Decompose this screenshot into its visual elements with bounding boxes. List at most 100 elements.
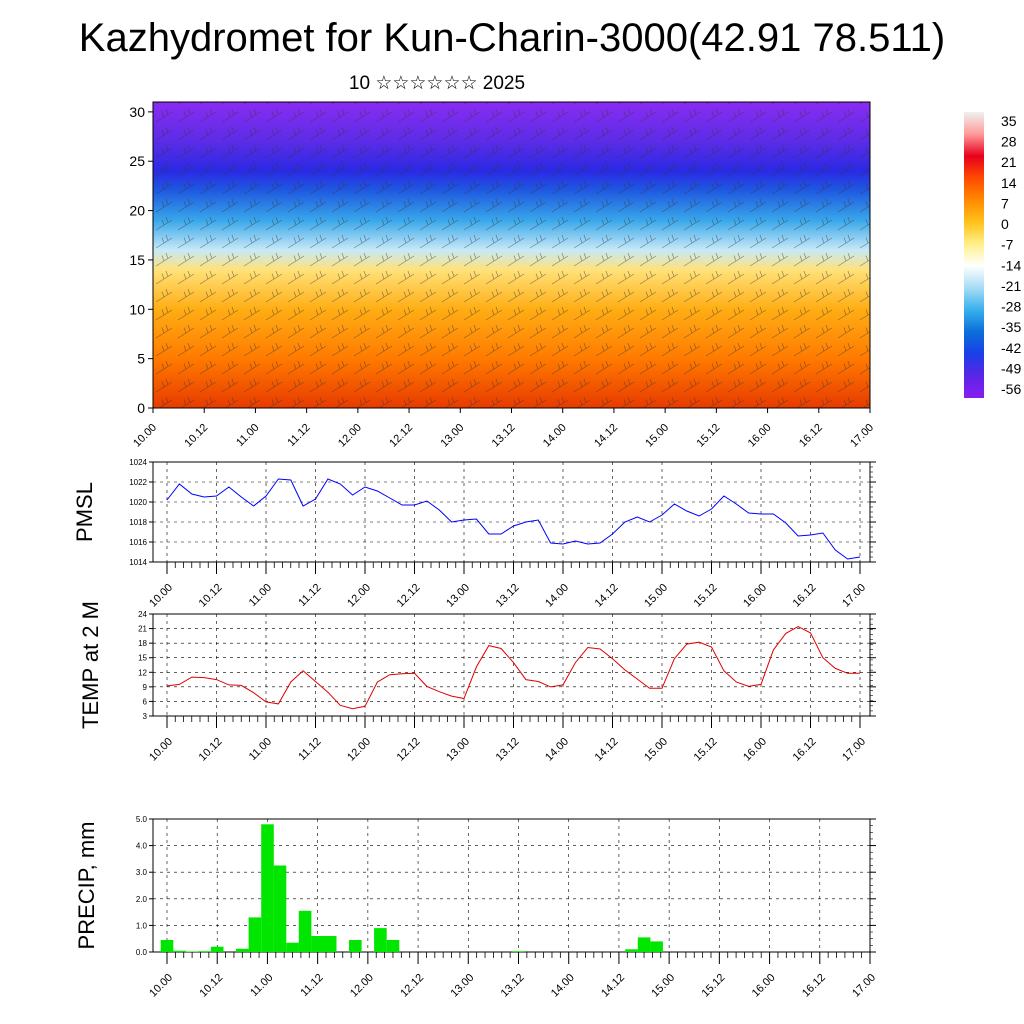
y-tick-label: 10 (129, 301, 145, 317)
x-tick-label: 14.12 (593, 736, 621, 764)
x-tick-label: 11.12 (298, 972, 325, 999)
x-tick-label: 13.12 (494, 736, 522, 764)
y-tick-label: 0 (137, 400, 145, 416)
x-tick-label: 12.00 (345, 736, 373, 764)
colorbar-label: 0 (1001, 216, 1009, 232)
colorbar-bar (964, 112, 984, 398)
wind-barbs (153, 102, 870, 408)
y-tick-label: 0.0 (136, 948, 148, 957)
x-tick-label: 12.12 (387, 422, 415, 450)
x-tick-label: 11.12 (285, 422, 312, 449)
x-tick-label: 10.00 (147, 972, 175, 1000)
x-tick-label: 13.00 (444, 582, 472, 610)
x-tick-label: 15.00 (649, 972, 677, 1000)
y-tick-label: 18 (138, 639, 147, 648)
colorbar-label: -56 (1001, 381, 1021, 397)
x-tick-label: 16.12 (791, 582, 819, 610)
x-tick-label: 12.12 (398, 972, 426, 1000)
colorbar-label: -14 (1001, 257, 1021, 273)
x-tick-label: 16.00 (750, 972, 778, 1000)
precip-bar (248, 917, 262, 952)
x-tick-label: 12.00 (348, 972, 376, 1000)
x-tick-label: 15.12 (692, 736, 720, 764)
x-tick-label: 11.00 (247, 582, 274, 609)
precip-bar (374, 928, 387, 952)
precip-bar (512, 951, 525, 952)
y-tick-label: 24 (138, 610, 147, 619)
pmsl-panel: 1014 1016 1018 1020 1022 1024 10.00 10.12 11.00 1… (72, 458, 876, 610)
x-tick-label: 15.12 (692, 582, 720, 610)
y-axis-label: PMSL (72, 482, 97, 542)
x-tick-label: 17.00 (848, 422, 876, 450)
colorbar-label: -21 (1001, 278, 1021, 294)
precip-bar (198, 951, 211, 952)
y-tick-label: 20 (129, 203, 145, 219)
x-tick-label: 13.12 (490, 422, 518, 450)
x-tick-label: 14.00 (543, 736, 571, 764)
y-tick-label: 12 (138, 668, 147, 677)
colorbar-label: 21 (1001, 154, 1017, 170)
colorbar-label: -35 (1001, 319, 1021, 335)
precip-bar (311, 936, 324, 952)
x-tick-label: 16.12 (797, 422, 825, 450)
y-tick-label: 1024 (129, 458, 147, 467)
x-tick-label: 13.00 (438, 422, 466, 450)
x-tick-label: 10.12 (197, 582, 225, 610)
precip-bar (261, 824, 274, 952)
y-tick-label: 4.0 (136, 842, 148, 851)
x-tick-label: 13.00 (444, 736, 472, 764)
y-tick-label: 1014 (129, 558, 147, 567)
y-tick-label: 15 (129, 252, 145, 268)
precip-bar (286, 942, 299, 952)
x-tick-label: 10.12 (197, 736, 225, 764)
x-tick-label: 10.00 (131, 422, 159, 450)
precip-bar (625, 949, 638, 952)
y-tick-label: 5 (137, 351, 145, 367)
y-tick-label: 30 (129, 104, 145, 120)
y-tick-label: 21 (138, 625, 147, 634)
precip-bar (323, 936, 337, 952)
y-tick-label: 3.0 (136, 868, 148, 877)
colorbar-label: 14 (1001, 175, 1017, 191)
x-tick-label: 14.00 (549, 972, 577, 1000)
y-tick-label: 1022 (129, 478, 147, 487)
x-tick-label: 12.00 (336, 422, 364, 450)
x-tick-label: 10.00 (147, 736, 175, 764)
precip-bar (185, 951, 199, 952)
y-tick-label: 6 (143, 697, 148, 706)
x-tick-label: 15.00 (642, 736, 670, 764)
x-tick-label: 15.12 (700, 972, 728, 1000)
x-tick-label: 12.12 (395, 582, 423, 610)
y-axis-label: PRECIP, mm (74, 822, 99, 950)
colorbar-label: -49 (1001, 360, 1021, 376)
plot-frame (152, 461, 871, 563)
colorbar: 35 28 21 14 7 0 -7 -14 -21 -28 -35 -42 -49 -56 (964, 112, 1021, 398)
y-tick-label: 9 (143, 683, 148, 692)
colorbar-label: -28 (1001, 299, 1021, 315)
precip-bar (650, 941, 663, 952)
x-tick-label: 12.00 (345, 582, 373, 610)
y-tick-label: 1020 (129, 498, 147, 507)
cross-section-panel: 0 5 10 15 20 25 30 10.00 10.12 11.00 11.12 12.00 12.… (129, 101, 876, 450)
precip-bar (210, 946, 224, 952)
x-tick-label: 16.00 (746, 422, 774, 450)
y-tick-label: 1.0 (136, 921, 148, 930)
colorbar-label: -7 (1001, 237, 1014, 253)
y-tick-label: 1016 (129, 538, 147, 547)
x-tick-label: 14.00 (541, 422, 569, 450)
x-tick-label: 15.00 (642, 582, 670, 610)
temp-panel: 3 6 9 12 15 18 21 24 10.00 10.12 11.00 11.12 12.00 12… (78, 601, 876, 764)
x-tick-label: 10.12 (197, 972, 225, 1000)
x-tick-label: 13.00 (448, 972, 476, 1000)
x-tick-label: 12.12 (395, 736, 423, 764)
y-tick-label: 2.0 (136, 895, 148, 904)
x-tick-label: 17.00 (840, 736, 868, 764)
x-tick-label: 17.00 (850, 972, 878, 1000)
x-tick-label: 11.00 (248, 972, 275, 999)
precip-bar (160, 940, 174, 952)
x-tick-label: 16.00 (741, 582, 769, 610)
x-tick-label: 14.12 (593, 582, 621, 610)
x-tick-label: 14.00 (543, 582, 571, 610)
y-tick-label: 3 (143, 712, 148, 721)
y-tick-label: 1018 (129, 518, 147, 527)
